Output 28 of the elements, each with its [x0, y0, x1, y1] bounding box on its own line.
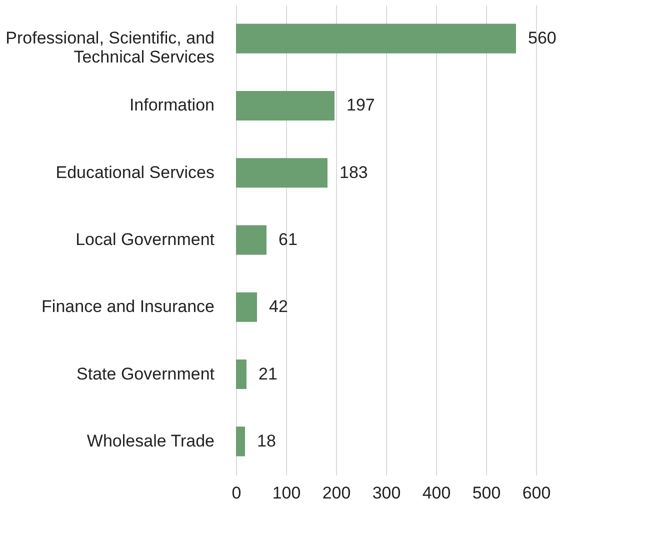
bar: [236, 158, 328, 188]
data-label: 560: [528, 28, 556, 48]
x-tick-label: 100: [272, 484, 301, 502]
data-label: 18: [257, 431, 276, 450]
data-label: 197: [346, 96, 375, 115]
data-label: 61: [278, 230, 298, 249]
data-label: 42: [269, 297, 288, 316]
y-tick-label: Educational Services: [56, 162, 214, 182]
x-tick-label: 300: [372, 484, 401, 502]
data-label: 21: [258, 364, 278, 384]
bar: [236, 225, 266, 255]
x-tick-label: 500: [472, 484, 501, 502]
y-tick-label: State Government: [76, 364, 215, 384]
y-tick-label: Local Government: [76, 230, 215, 249]
y-tick-label: Information: [129, 96, 214, 115]
y-tick-label: Professional, Scientific, and Technical Services: [6, 28, 214, 67]
bar: [236, 24, 516, 54]
y-tick-label: Wholesale Trade: [86, 431, 214, 450]
x-tick-label: 0: [232, 484, 242, 502]
bar: [236, 360, 246, 390]
x-tick-label: 200: [322, 484, 351, 502]
data-label: 183: [340, 162, 368, 182]
bar: [236, 90, 334, 120]
bar: [236, 292, 257, 322]
x-tick-label: 400: [422, 484, 451, 502]
y-tick-label: Finance and Insurance: [42, 297, 214, 316]
bar: [236, 426, 245, 456]
x-tick-label: 600: [522, 484, 551, 502]
